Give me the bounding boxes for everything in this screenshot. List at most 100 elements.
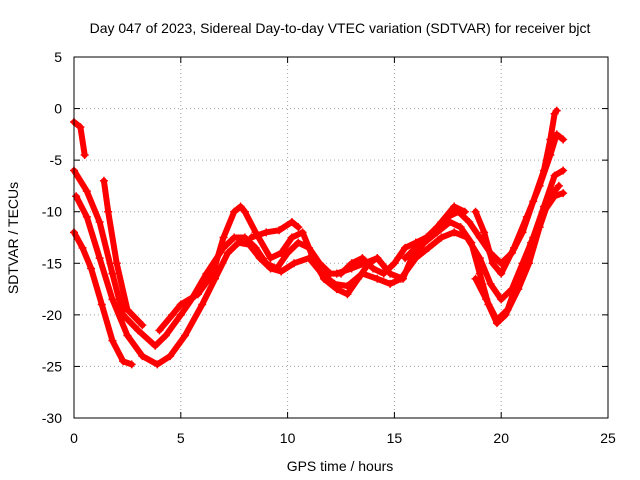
point-track-3-38	[550, 171, 559, 180]
point-track-9-2	[424, 233, 433, 242]
x-tick-label-5: 25	[600, 430, 616, 446]
x-tick-label-1: 5	[177, 430, 185, 446]
x-tick-label-3: 15	[387, 430, 403, 446]
x-axis-ticks: 0 5 10 15 20 25	[70, 57, 616, 446]
point-track-10-5	[522, 212, 531, 221]
point-track-3-9	[198, 300, 207, 309]
point-track-5-4	[138, 321, 147, 330]
point-track-2-28	[401, 243, 410, 252]
point-track-10-8	[552, 130, 561, 139]
point-track-6-13	[298, 228, 307, 237]
point-track-10-9	[559, 135, 568, 144]
point-track-10-2	[488, 259, 497, 268]
point-track-10-6	[535, 181, 544, 190]
point-track-3-1	[82, 212, 91, 221]
point-track-6-7	[236, 202, 245, 211]
point-track-6-37	[554, 181, 563, 190]
point-track-2-1	[82, 187, 91, 196]
point-track-3-12	[234, 238, 243, 247]
point-track-3-14	[255, 254, 264, 263]
point-track-2-12	[230, 233, 239, 242]
x-tick-label-2: 10	[280, 430, 296, 446]
point-track-7-1	[262, 228, 271, 237]
point-track-2-5	[134, 326, 143, 335]
point-track-11-0	[471, 274, 480, 283]
point-track-7-4	[294, 223, 303, 232]
point-track-6-22	[398, 274, 407, 283]
point-track-4-3	[97, 300, 106, 309]
point-track-3-32	[486, 279, 495, 288]
point-track-11-4	[514, 274, 523, 283]
point-track-9-3	[437, 218, 446, 227]
point-track-6-10	[266, 254, 275, 263]
point-track-9-4	[450, 202, 459, 211]
point-track-3-8	[181, 331, 190, 340]
point-track-6-11	[277, 248, 286, 257]
y-tick-label-4: -15	[42, 255, 62, 271]
point-track-8-1	[347, 264, 356, 273]
point-track-6-26	[445, 218, 454, 227]
point-track-3-29	[450, 228, 459, 237]
point-track-6-29	[475, 269, 484, 278]
series-markers-track-6	[155, 181, 563, 335]
point-track-3-24	[386, 279, 395, 288]
point-track-3-33	[497, 295, 506, 304]
plot-frame	[73, 56, 609, 419]
point-track-3-39	[559, 166, 568, 175]
point-track-6-17	[343, 290, 352, 299]
data-series	[70, 106, 568, 369]
point-track-4-4	[108, 336, 117, 345]
series-markers-track-10	[471, 130, 568, 278]
point-track-3-5	[138, 352, 147, 361]
point-track-3-0	[72, 192, 81, 201]
series-markers-track-9	[401, 202, 469, 263]
y-tick-label-3: -10	[42, 204, 62, 220]
point-track-3-13	[245, 240, 254, 249]
point-track-10-4	[510, 243, 519, 252]
chart-title: Day 047 of 2023, Sidereal Day-to-day VTE…	[90, 20, 591, 36]
y-tick-label-0: 5	[54, 49, 62, 65]
point-track-9-0	[401, 254, 410, 263]
series-track-9	[402, 203, 468, 262]
point-track-4-1	[78, 243, 87, 252]
point-track-6-1	[168, 310, 177, 319]
y-axis-label: SDTVAR / TECUs	[5, 182, 21, 294]
point-track-6-4	[208, 269, 217, 278]
point-track-6-15	[319, 274, 328, 283]
y-tick-label-2: -5	[50, 152, 63, 168]
point-track-1-1	[76, 123, 85, 132]
point-track-2-34	[465, 218, 474, 227]
series-markers-track-11	[471, 189, 568, 325]
point-track-6-2	[176, 300, 185, 309]
x-tick-label-4: 20	[493, 430, 509, 446]
point-track-11-2	[492, 316, 501, 325]
point-track-6-27	[456, 223, 465, 232]
x-tick-label-0: 0	[70, 430, 78, 446]
point-track-3-17	[290, 259, 299, 268]
point-track-11-6	[539, 207, 548, 216]
series-markers-track-7	[247, 218, 303, 242]
point-track-3-7	[166, 352, 175, 361]
point-track-2-24	[358, 254, 367, 263]
series-track-10	[472, 131, 567, 277]
point-track-3-3	[108, 295, 117, 304]
point-track-8-3	[373, 254, 382, 263]
point-track-10-1	[480, 228, 489, 237]
point-track-6-8	[240, 207, 249, 216]
point-track-2-3	[108, 269, 117, 278]
point-track-2-2	[95, 218, 104, 227]
y-tick-label-5: -20	[42, 307, 62, 323]
point-track-8-0	[332, 269, 341, 278]
grid-lines	[74, 57, 608, 418]
point-track-11-8	[559, 189, 568, 198]
point-track-7-3	[287, 218, 296, 227]
point-track-11-7	[550, 192, 559, 201]
point-track-4-2	[87, 264, 96, 273]
point-track-5-0	[99, 176, 108, 185]
point-track-6-6	[230, 207, 239, 216]
point-track-2-8	[176, 310, 185, 319]
point-track-10-7	[546, 150, 555, 159]
y-axis-ticks: 5 0 -5 -10 -15 -20 -25 -30	[42, 49, 608, 426]
point-track-3-28	[437, 233, 446, 242]
